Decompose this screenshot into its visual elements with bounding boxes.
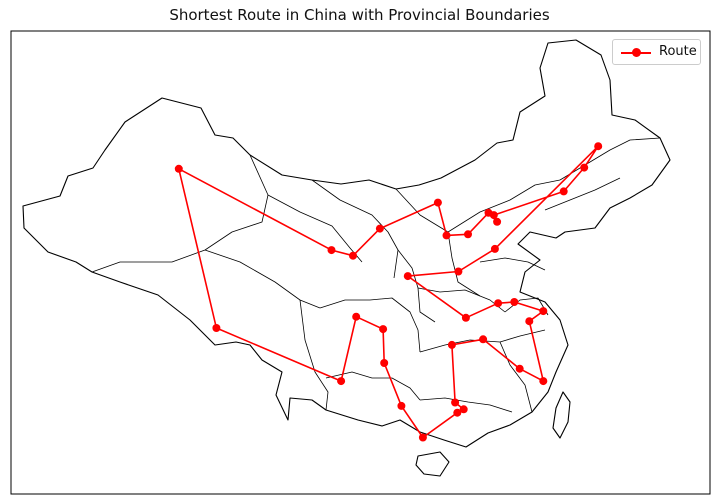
taiwan-island	[552, 391, 571, 439]
route-point-4	[433, 198, 442, 207]
boundary-shandong	[479, 257, 546, 271]
route-point-29	[397, 401, 406, 410]
route-point-14	[454, 267, 463, 276]
boundary-northeast	[559, 137, 661, 181]
route-point-11	[580, 163, 589, 172]
route-point-23	[479, 335, 488, 344]
hainan-island	[415, 451, 450, 477]
route-point-15	[403, 272, 412, 281]
route-point-18	[510, 298, 519, 306]
boundary-xinjiang	[91, 154, 269, 273]
route-point-34	[212, 324, 221, 332]
route-point-8	[493, 217, 502, 226]
boundary-sichuan-tibet	[299, 299, 329, 411]
chart-title: Shortest Route in China with Provincial …	[169, 6, 550, 24]
legend: Route	[612, 39, 701, 65]
route-layer	[174, 142, 603, 442]
route-point-1	[327, 246, 336, 255]
map-frame	[10, 30, 711, 495]
boundary-liaoning-jilin	[544, 177, 621, 211]
route-point-6	[464, 230, 472, 239]
route-point-30	[380, 359, 389, 367]
route-point-19	[539, 307, 548, 316]
boundary-henan	[417, 287, 506, 313]
legend-label: Route	[659, 44, 697, 59]
boundary-guangxi-guangdong	[419, 397, 513, 413]
route-point-13	[490, 244, 499, 253]
route-line	[178, 145, 600, 439]
route-point-12	[594, 142, 603, 151]
china-outline	[22, 39, 671, 448]
boundary-shanxi-hebei	[447, 231, 481, 297]
route-point-21	[539, 377, 548, 386]
route-point-25	[451, 398, 460, 407]
route-point-26	[459, 405, 468, 414]
route-point-0	[174, 164, 183, 173]
route-point-22	[515, 364, 524, 373]
route-point-5	[442, 231, 451, 240]
boundary-qinghai-gansu	[267, 194, 363, 263]
route-point-3	[375, 224, 384, 233]
boundary-yunnan-guizhou	[325, 371, 421, 401]
boundary-gansu	[311, 179, 399, 279]
boundary-sichuan-east	[319, 297, 421, 353]
route-point-9	[489, 211, 498, 220]
route-point-20	[525, 317, 534, 326]
route-point-24	[447, 340, 456, 349]
route-markers	[174, 142, 603, 442]
boundary-tibet-qinghai	[204, 249, 321, 309]
boundary-inner-mongolia	[395, 179, 561, 233]
boundary-shaanxi	[397, 249, 436, 323]
legend-marker-swatch	[632, 48, 641, 57]
route-point-31	[379, 325, 388, 334]
route-point-17	[494, 299, 503, 308]
route-point-32	[352, 312, 361, 321]
route-point-16	[461, 313, 470, 322]
route-point-27	[453, 408, 462, 417]
route-point-10	[559, 187, 568, 196]
province-boundaries	[22, 39, 671, 477]
route-point-2	[349, 251, 357, 260]
boundary-jiangxi-fujian	[499, 341, 533, 413]
boundary-anhui-jiangsu	[504, 297, 549, 316]
route-point-28	[418, 433, 427, 442]
route-point-33	[337, 377, 346, 386]
